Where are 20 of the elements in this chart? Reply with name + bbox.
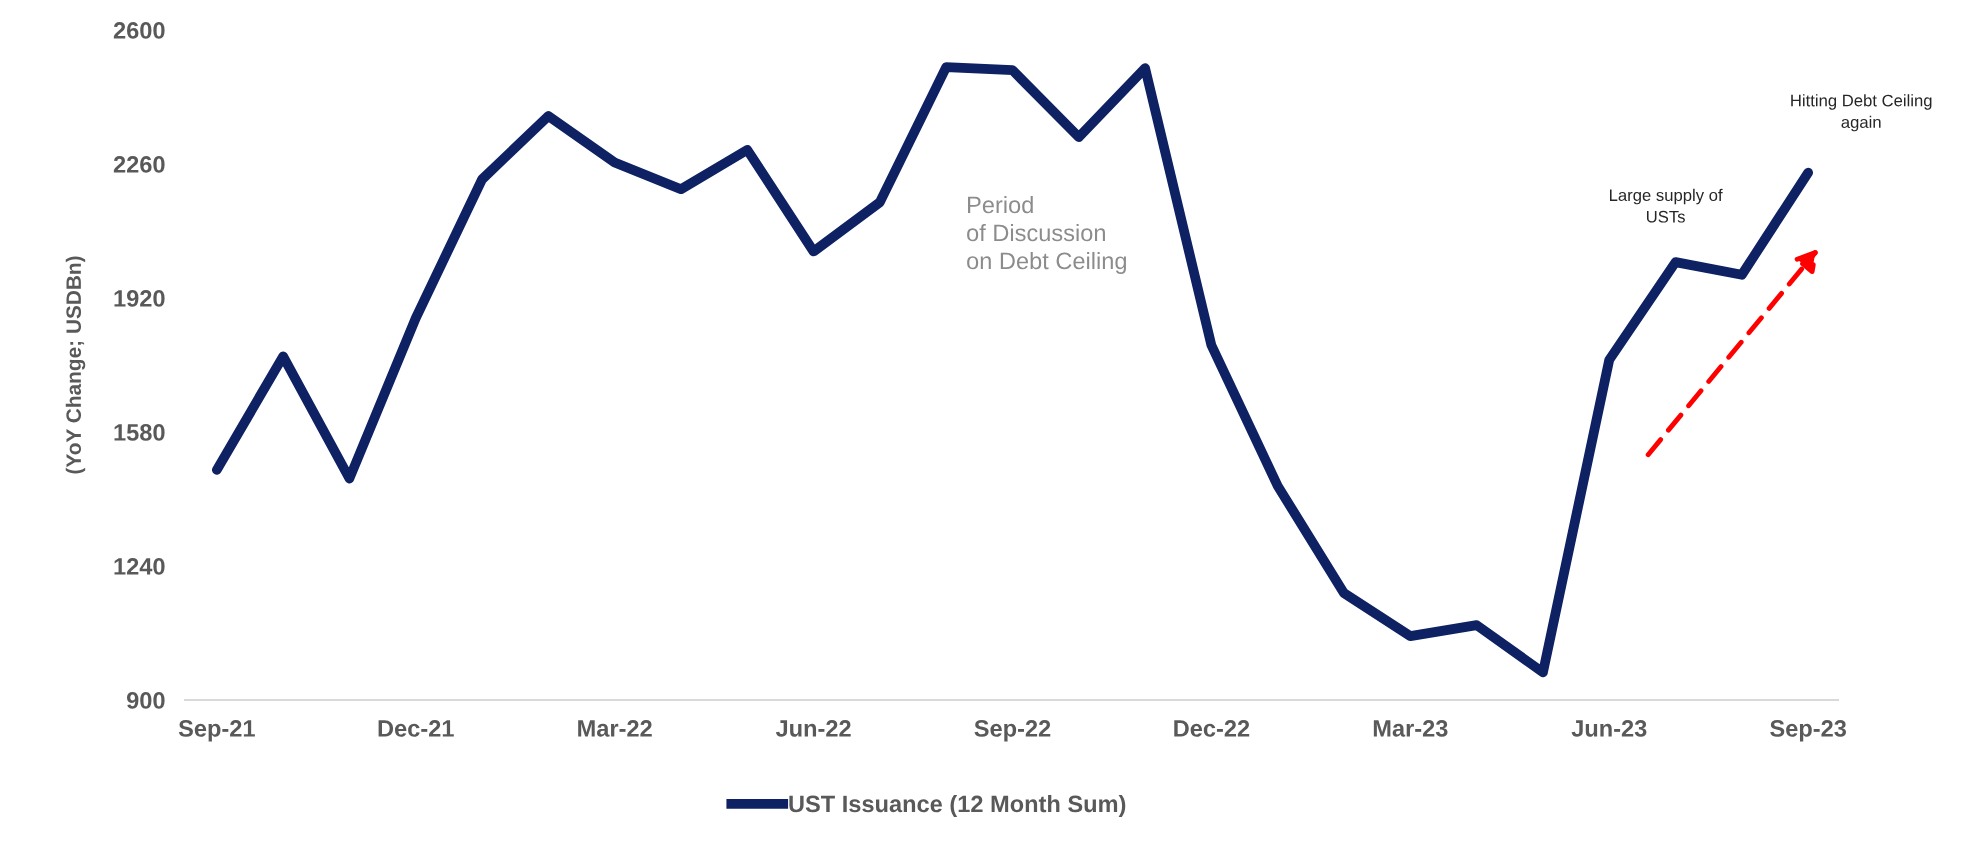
x-tick-label: Mar-22 bbox=[578, 720, 652, 737]
y-tick-label: 1240 bbox=[114, 558, 165, 575]
x-tick-label: Sep-23 bbox=[1770, 720, 1847, 742]
x-tick-label: Sep-21 bbox=[178, 720, 255, 742]
annotation: Hitting Debt Ceiling again bbox=[1791, 94, 1932, 132]
x-tick-label: Sep-22 bbox=[974, 720, 1051, 742]
y-tick-label: 900 bbox=[126, 692, 165, 709]
y-axis-title: (YoY Change; USDBn) bbox=[65, 256, 86, 474]
x-tick-label: Mar-23 bbox=[1373, 720, 1448, 737]
x-tick-label: Jun-22 bbox=[775, 720, 851, 737]
y-tick-label: 1920 bbox=[114, 290, 165, 307]
y-tick-label: 1580 bbox=[114, 424, 165, 441]
annotation: Large supply of USTs bbox=[1609, 188, 1723, 223]
y-tick-label: 2260 bbox=[113, 156, 165, 173]
legend-label: UST Issuance (12 Month Sum) bbox=[789, 794, 1126, 817]
annotation: Period of Discussion on Debt Ceiling bbox=[967, 195, 1126, 274]
x-tick-label: Dec-22 bbox=[1174, 720, 1250, 737]
x-tick-label: Dec-21 bbox=[378, 720, 454, 737]
x-tick-label: Jun-23 bbox=[1571, 720, 1647, 737]
y-tick-label: 2600 bbox=[113, 22, 165, 39]
